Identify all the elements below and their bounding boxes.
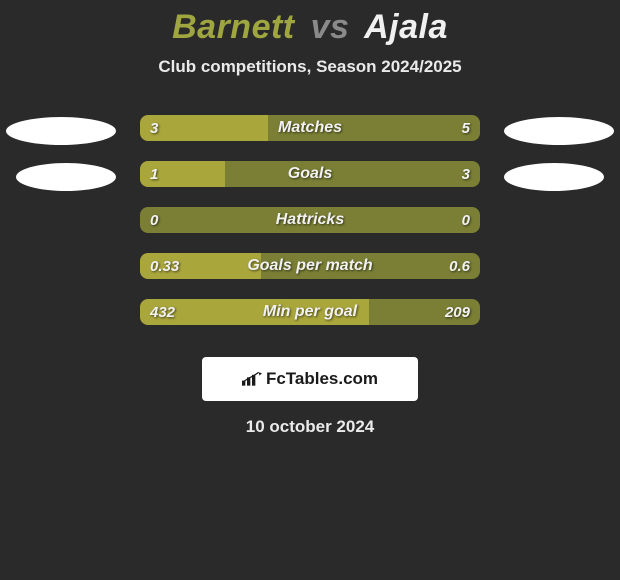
player2-oval xyxy=(504,163,604,191)
stat-row: 0.330.6Goals per match xyxy=(0,249,620,295)
stat-row: 432209Min per goal xyxy=(0,295,620,341)
stat-bar: 0.330.6Goals per match xyxy=(140,253,480,279)
player1-oval xyxy=(6,117,116,145)
date-text: 10 october 2024 xyxy=(0,417,620,437)
title-vs: vs xyxy=(311,8,350,46)
stat-label: Matches xyxy=(140,115,480,141)
stat-row: 13Goals xyxy=(0,157,620,203)
title-player1: Barnett xyxy=(172,8,295,46)
player2-oval xyxy=(504,117,614,145)
stat-row: 35Matches xyxy=(0,111,620,157)
stat-row: 00Hattricks xyxy=(0,203,620,249)
stat-label: Goals per match xyxy=(140,253,480,279)
comparison-chart: 35Matches 13Goals 00Hattricks 0.330.6Goals … xyxy=(0,111,620,341)
brand-badge: FcTables.com xyxy=(202,357,418,401)
stat-label: Hattricks xyxy=(140,207,480,233)
stat-label: Min per goal xyxy=(140,299,480,325)
brand-text: FcTables.com xyxy=(266,369,378,389)
page-title: Barnett vs Ajala xyxy=(0,0,620,47)
player1-oval xyxy=(16,163,116,191)
stat-bar: 00Hattricks xyxy=(140,207,480,233)
stat-bar: 432209Min per goal xyxy=(140,299,480,325)
stat-label: Goals xyxy=(140,161,480,187)
stat-bar: 35Matches xyxy=(140,115,480,141)
chart-icon xyxy=(242,372,262,386)
title-player2: Ajala xyxy=(364,8,448,46)
subtitle: Club competitions, Season 2024/2025 xyxy=(0,57,620,77)
stat-bar: 13Goals xyxy=(140,161,480,187)
